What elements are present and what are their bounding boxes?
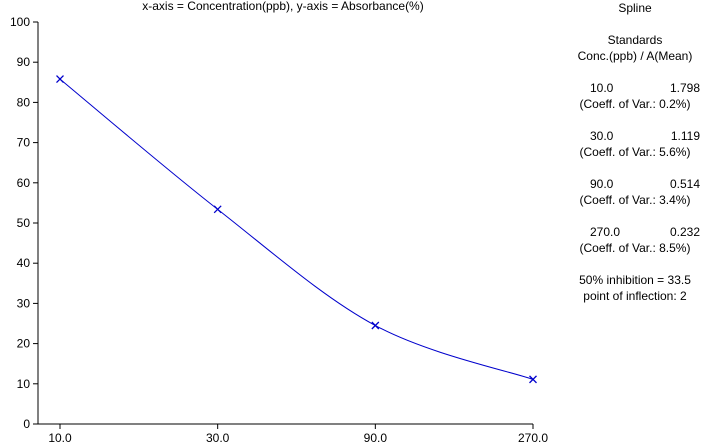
data-point-marker bbox=[371, 321, 380, 330]
y-axis-ticks: 0 10 20 30 40 50 60 70 80 90 100 bbox=[10, 15, 38, 431]
standard-cv: (Coeff. of Var.: 0.2%) bbox=[579, 97, 691, 111]
y-tick-label: 60 bbox=[17, 176, 31, 190]
standard-item: 270.0 0.232 (Coeff. of Var.: 8.5%) bbox=[560, 224, 710, 256]
standards-subheader: Conc.(ppb) / A(Mean) bbox=[577, 49, 693, 63]
marker-stroke bbox=[529, 375, 537, 384]
y-tick-label: 80 bbox=[17, 95, 31, 109]
inhibition-text: 50% inhibition = 33.5 bbox=[579, 273, 691, 287]
standard-conc: 270.0 bbox=[590, 225, 621, 239]
data-markers bbox=[56, 75, 537, 384]
x-tick-label: 10.0 bbox=[48, 431, 72, 445]
x-tick-label: 270.0 bbox=[518, 431, 548, 445]
standard-conc: 10.0 bbox=[590, 81, 614, 95]
data-point-marker bbox=[529, 375, 537, 384]
marker-stroke bbox=[56, 75, 64, 84]
y-tick-label: 10 bbox=[17, 377, 31, 391]
standard-mean: 0.514 bbox=[669, 177, 700, 191]
data-point-marker bbox=[213, 205, 222, 214]
y-tick-label: 20 bbox=[17, 337, 31, 351]
y-tick-label: 100 bbox=[10, 15, 30, 29]
standard-item: 10.0 1.798 (Coeff. of Var.: 0.2%) bbox=[560, 80, 710, 112]
y-tick-label: 30 bbox=[17, 296, 31, 310]
standard-mean: 1.119 bbox=[670, 129, 700, 143]
inflection-text: point of inflection: 2 bbox=[583, 289, 687, 303]
y-tick-label: 90 bbox=[17, 55, 31, 69]
standard-mean: 0.232 bbox=[669, 225, 700, 239]
marker-stroke bbox=[213, 205, 222, 214]
standard-item: 30.0 1.119 (Coeff. of Var.: 5.6%) bbox=[560, 128, 710, 160]
standard-cv: (Coeff. of Var.: 8.5%) bbox=[579, 241, 691, 255]
x-tick-label: 30.0 bbox=[206, 431, 230, 445]
y-tick-label: 70 bbox=[17, 136, 31, 150]
standard-item: 90.0 0.514 (Coeff. of Var.: 3.4%) bbox=[560, 176, 710, 208]
y-tick-label: 50 bbox=[17, 216, 31, 230]
standards-header: Standards bbox=[607, 33, 663, 47]
spline-curve bbox=[59, 78, 534, 380]
marker-stroke bbox=[371, 321, 380, 330]
standard-cv: (Coeff. of Var.: 3.4%) bbox=[579, 193, 691, 207]
chart-title: x-axis = Concentration(ppb), y-axis = Ab… bbox=[142, 0, 423, 13]
standard-cv: (Coeff. of Var.: 5.6%) bbox=[579, 145, 691, 159]
y-tick-label: 40 bbox=[17, 256, 31, 270]
x-axis-ticks: 10.0 30.0 90.0 270.0 bbox=[48, 424, 548, 445]
panel-title: Spline bbox=[618, 1, 652, 15]
standard-conc: 90.0 bbox=[590, 177, 614, 191]
axes bbox=[37, 22, 533, 425]
standard-conc: 30.0 bbox=[590, 129, 614, 143]
standards-panel: Spline Standards Conc.(ppb) / A(Mean) 10… bbox=[560, 0, 710, 304]
standard-mean: 1.798 bbox=[669, 81, 700, 95]
x-tick-label: 90.0 bbox=[364, 431, 388, 445]
y-tick-label: 0 bbox=[23, 417, 30, 431]
data-point-marker bbox=[56, 75, 64, 84]
